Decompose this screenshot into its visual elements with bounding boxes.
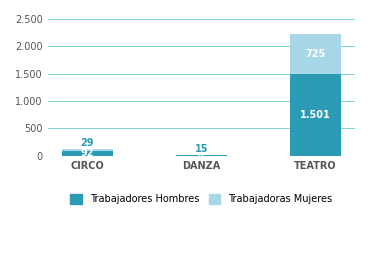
Bar [290, 34, 341, 74]
Text: 4: 4 [198, 151, 205, 161]
Text: 1.501: 1.501 [300, 110, 331, 120]
Text: 15: 15 [195, 143, 208, 153]
Bar [61, 151, 113, 156]
Text: 29: 29 [81, 138, 94, 148]
Bar [290, 74, 341, 156]
Text: 92: 92 [81, 148, 94, 158]
Text: 725: 725 [305, 49, 326, 59]
Bar [61, 149, 113, 151]
Legend: Trabajadores Hombres, Trabajadoras Mujeres: Trabajadores Hombres, Trabajadoras Mujer… [66, 190, 336, 208]
